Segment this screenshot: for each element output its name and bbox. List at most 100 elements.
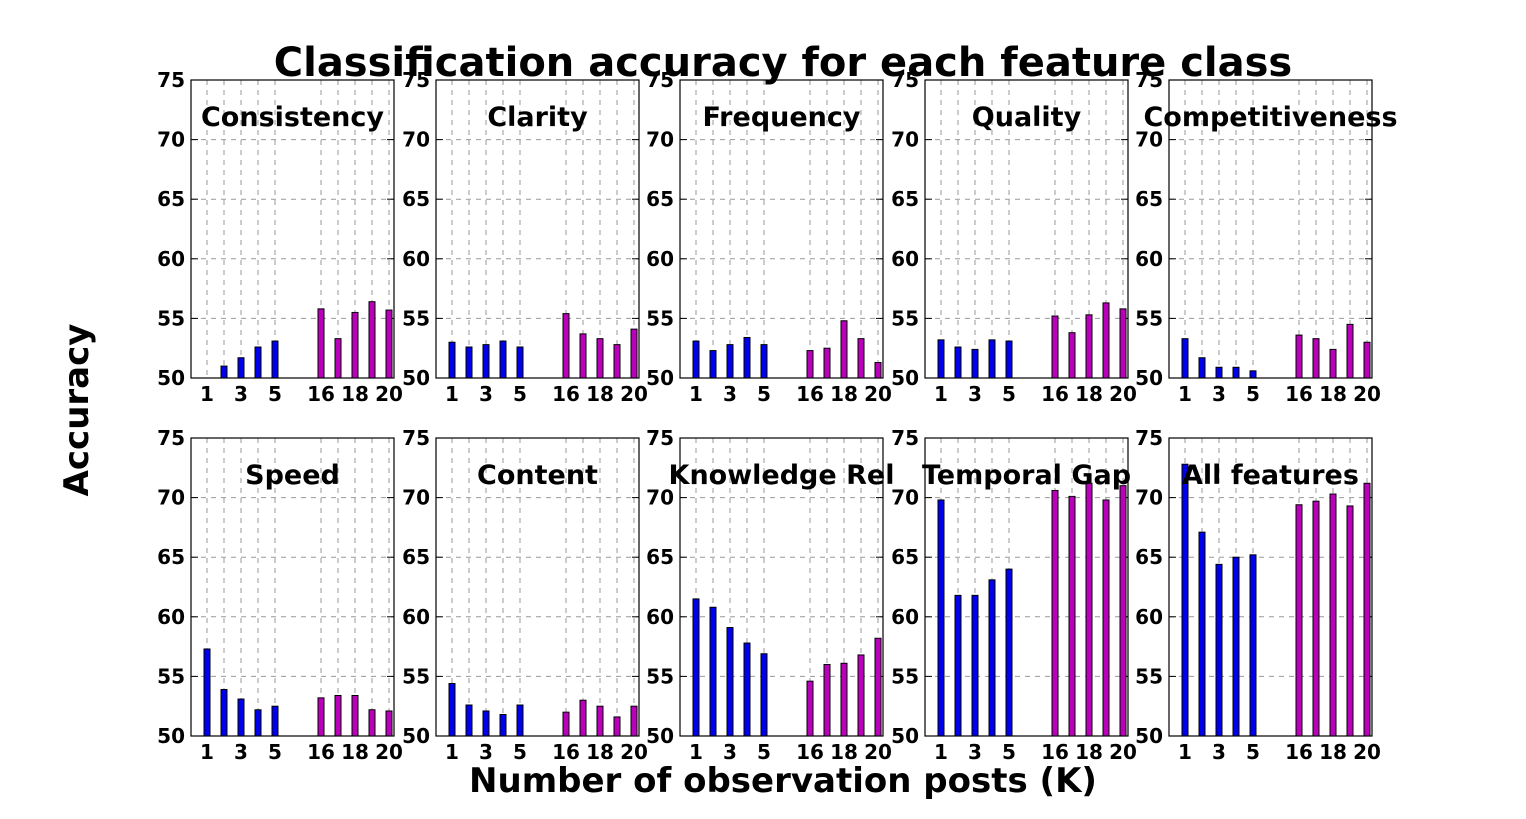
y-tick-label: 60	[402, 605, 430, 629]
bar	[516, 704, 524, 737]
y-tick-label: 50	[157, 724, 185, 748]
y-tick-label: 50	[891, 366, 919, 390]
y-tick-label: 55	[646, 664, 674, 688]
x-axis-label: Number of observation posts (K)	[469, 761, 1097, 801]
x-tick-label: 18	[586, 382, 614, 406]
bar	[334, 694, 342, 737]
subplot-title: Quality	[972, 102, 1082, 133]
bar	[448, 683, 456, 737]
y-tick-label: 70	[891, 486, 919, 510]
bar	[971, 594, 979, 737]
bar	[743, 642, 751, 737]
x-tick-label: 3	[723, 382, 737, 406]
bar	[596, 338, 604, 379]
y-axis-label: Accuracy	[57, 324, 97, 497]
subplot-consistency: 50 55 60 65 70 75 1 3 5 16 18 20 Consistency	[157, 68, 403, 406]
x-tick-label: 5	[1246, 740, 1260, 764]
x-tick-label: 16	[796, 382, 824, 406]
bar	[1363, 482, 1371, 737]
x-tick-label: 18	[1319, 740, 1347, 764]
y-tick-label: 50	[1135, 724, 1163, 748]
x-tick-label: 1	[689, 382, 703, 406]
bar	[630, 328, 638, 379]
figure-title: Classification accuracy for each feature…	[274, 40, 1292, 86]
bar	[1005, 340, 1013, 379]
bar	[334, 338, 342, 379]
bar	[954, 594, 962, 737]
x-tick-label: 3	[1212, 382, 1226, 406]
bar	[516, 346, 524, 379]
subplot-title: Temporal Gap	[922, 460, 1131, 491]
bar	[220, 689, 228, 737]
x-tick-label: 16	[1041, 740, 1069, 764]
bar	[1068, 495, 1076, 737]
x-tick-label: 1	[445, 740, 459, 764]
x-tick-label: 16	[552, 740, 580, 764]
x-tick-label: 5	[1002, 740, 1016, 764]
bar	[562, 711, 570, 737]
bar	[613, 716, 621, 737]
bar	[1102, 499, 1110, 737]
x-tick-label: 18	[586, 740, 614, 764]
y-tick-label: 60	[157, 605, 185, 629]
bar	[823, 347, 831, 379]
axes-frame	[679, 437, 884, 737]
x-tick-label: 3	[234, 740, 248, 764]
bar	[499, 714, 507, 737]
y-tick-label: 65	[646, 187, 674, 211]
bar	[1232, 556, 1240, 737]
x-tick-label: 20	[1353, 740, 1381, 764]
y-tick-label: 55	[402, 306, 430, 330]
bar	[857, 338, 865, 379]
y-tick-label: 70	[402, 486, 430, 510]
x-tick-label: 5	[513, 740, 527, 764]
subplot-title: Content	[477, 460, 598, 491]
y-tick-label: 70	[157, 486, 185, 510]
subplot-competitiveness: 50 55 60 65 70 75 1 3 5 16 18 20 Competitiveness	[1135, 68, 1397, 406]
x-tick-label: 5	[1246, 382, 1260, 406]
subplot-title: Clarity	[487, 102, 588, 133]
x-tick-label: 18	[1075, 740, 1103, 764]
x-tick-label: 18	[341, 382, 369, 406]
bar	[1363, 341, 1371, 379]
bar	[1198, 531, 1206, 737]
bar	[840, 320, 848, 379]
y-tick-label: 75	[157, 426, 185, 450]
subplot-temporal-gap: 50 55 60 65 70 75 1 3 5 16 18 20 Temporal Gap	[891, 426, 1137, 764]
x-tick-label: 16	[307, 382, 335, 406]
x-tick-label: 5	[757, 382, 771, 406]
x-tick-label: 20	[375, 382, 403, 406]
x-tick-label: 3	[723, 740, 737, 764]
y-tick-label: 50	[646, 366, 674, 390]
bar	[1249, 370, 1257, 379]
bar	[351, 694, 359, 737]
y-tick-label: 75	[1135, 426, 1163, 450]
x-tick-label: 5	[1002, 382, 1016, 406]
bar	[1005, 568, 1013, 737]
bar	[760, 653, 768, 737]
y-tick-label: 50	[402, 366, 430, 390]
x-tick-label: 20	[1109, 740, 1137, 764]
bar	[1249, 554, 1257, 737]
y-tick-label: 55	[891, 306, 919, 330]
x-tick-label: 1	[934, 740, 948, 764]
x-tick-label: 1	[445, 382, 459, 406]
bar	[1085, 314, 1093, 379]
y-tick-label: 55	[646, 306, 674, 330]
y-tick-label: 75	[646, 426, 674, 450]
bar	[1181, 463, 1189, 737]
subplot-title: Consistency	[201, 102, 384, 133]
bar	[1329, 348, 1337, 379]
y-tick-label: 55	[402, 664, 430, 688]
bar	[709, 606, 717, 737]
y-tick-label: 50	[646, 724, 674, 748]
bar	[874, 637, 882, 737]
x-tick-label: 16	[1285, 382, 1313, 406]
bar	[482, 710, 490, 737]
x-tick-label: 16	[307, 740, 335, 764]
bar	[630, 705, 638, 737]
y-tick-label: 75	[157, 68, 185, 92]
bar	[368, 301, 376, 379]
bar	[220, 365, 228, 379]
